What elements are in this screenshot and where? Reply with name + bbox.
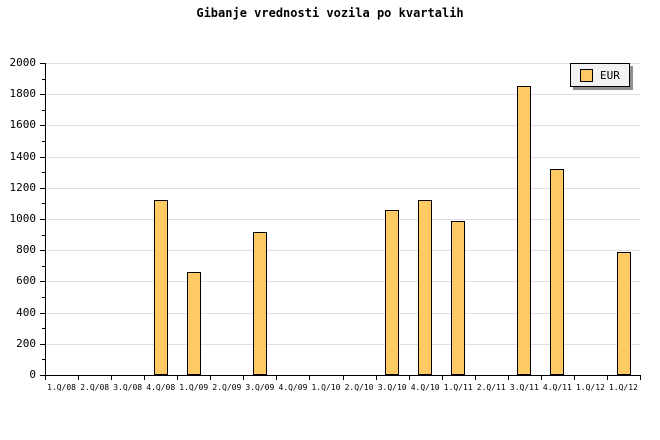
y-axis-label: 200 [16, 336, 36, 350]
x-axis-tick [111, 375, 113, 380]
y-axis-minor-tick [42, 265, 45, 267]
x-axis-tick [640, 375, 641, 380]
y-axis-major-tick [40, 156, 45, 158]
y-axis-minor-tick [42, 203, 45, 205]
y-axis-label: 800 [16, 243, 36, 257]
bar [451, 220, 466, 375]
gridline [45, 187, 640, 189]
y-axis-major-tick [40, 187, 45, 189]
y-axis-label: 1400 [9, 149, 37, 163]
x-axis-label: 1.Q/10 [311, 383, 341, 392]
legend: EUR [570, 63, 630, 87]
x-axis-tick [144, 375, 146, 380]
eur-series-swatch [580, 68, 593, 82]
gridline [45, 94, 640, 96]
bar [252, 231, 267, 375]
y-axis-major-tick [40, 375, 45, 376]
x-axis-label: 3.Q/11 [509, 383, 539, 392]
x-axis-label: 3.Q/08 [113, 383, 143, 392]
x-axis-label: 1.Q/12 [575, 383, 605, 392]
y-axis-label: 1200 [9, 180, 37, 194]
x-axis-tick [441, 375, 443, 380]
bar [418, 200, 433, 375]
x-axis-tick [408, 375, 410, 380]
x-axis-label: 4.Q/08 [146, 383, 176, 392]
x-axis-tick [276, 375, 278, 380]
x-axis-tick [474, 375, 476, 380]
y-axis-major-tick [40, 219, 45, 220]
x-axis-tick [606, 375, 608, 380]
bar [550, 169, 565, 375]
y-axis-major-tick [40, 250, 45, 252]
y-axis-major-tick [40, 94, 45, 96]
gridline [45, 125, 640, 127]
y-axis-label: 1600 [9, 118, 37, 132]
gridline [45, 281, 640, 283]
x-axis-tick [45, 375, 46, 380]
chart-title: Gibanje vrednosti vozila po kvartalih [196, 6, 464, 20]
bar [385, 209, 400, 375]
gridline [45, 63, 640, 64]
x-axis-label: 2.Q/09 [212, 383, 242, 392]
y-axis-minor-tick [42, 234, 45, 236]
x-axis-tick [507, 375, 509, 380]
y-axis-minor-tick [42, 297, 45, 298]
y-axis-label: 0 [29, 368, 36, 381]
x-axis-label: 2.Q/10 [344, 383, 374, 392]
bar [616, 251, 631, 375]
y-axis-minor-tick [42, 359, 45, 361]
y-axis-label: 400 [16, 305, 36, 319]
x-axis-label: 3.Q/09 [245, 383, 275, 392]
gridline [45, 250, 640, 252]
x-axis-label: 2.Q/11 [476, 383, 506, 392]
x-axis-tick [375, 375, 377, 380]
y-axis-major-tick [40, 63, 45, 64]
gridline [45, 219, 640, 220]
gridline [45, 156, 640, 158]
x-axis-label: 4.Q/09 [278, 383, 308, 392]
bar [517, 86, 532, 375]
y-axis-label: 1000 [9, 212, 37, 225]
x-axis-label: 1.Q/11 [443, 383, 473, 392]
bar [153, 200, 168, 375]
x-axis-tick [210, 375, 212, 380]
x-axis-label: 4.Q/10 [410, 383, 440, 392]
x-axis-tick [573, 375, 575, 380]
y-axis-minor-tick [42, 141, 45, 142]
x-axis-label: 1.Q/08 [47, 383, 76, 392]
y-axis-major-tick [40, 281, 45, 283]
y-axis-minor-tick [42, 78, 45, 80]
x-axis-tick [540, 375, 542, 380]
x-axis-label: 1.Q/09 [179, 383, 209, 392]
y-axis-major-tick [40, 125, 45, 127]
x-axis-tick [177, 375, 179, 380]
x-axis-tick [309, 375, 311, 380]
x-axis-label: 2.Q/08 [80, 383, 110, 392]
bar [186, 272, 201, 375]
legend-label: EUR [600, 68, 620, 82]
x-axis-tick [78, 375, 80, 380]
y-axis-minor-tick [42, 328, 45, 330]
x-axis-tick [243, 375, 245, 380]
y-axis-label: 2000 [9, 56, 37, 69]
y-axis-minor-tick [42, 172, 45, 174]
gridline [45, 343, 640, 345]
y-axis-major-tick [40, 312, 45, 314]
x-axis-label: 3.Q/10 [377, 383, 407, 392]
y-axis-label: 1800 [9, 87, 37, 101]
y-axis-line [45, 63, 46, 376]
gridline [45, 312, 640, 314]
y-axis-label: 600 [16, 274, 36, 288]
y-axis-minor-tick [42, 109, 45, 111]
x-axis-label: 4.Q/11 [542, 383, 572, 392]
x-axis-label: 1.Q/12 [608, 383, 638, 392]
y-axis-major-tick [40, 343, 45, 345]
x-axis-tick [342, 375, 344, 380]
